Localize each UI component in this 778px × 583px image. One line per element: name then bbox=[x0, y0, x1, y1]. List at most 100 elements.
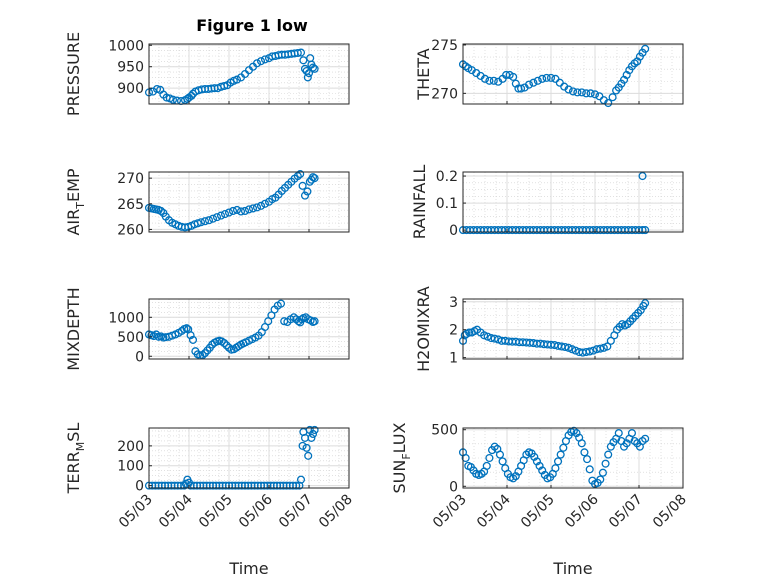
data-point bbox=[156, 206, 166, 216]
data-point bbox=[188, 89, 198, 98]
y-tick-label: 2 bbox=[449, 323, 458, 339]
data-point bbox=[182, 324, 191, 333]
data-point bbox=[220, 81, 229, 91]
data-point bbox=[293, 48, 302, 58]
data-point bbox=[303, 73, 312, 82]
y-tick-label: 0 bbox=[135, 479, 144, 495]
data-point bbox=[465, 328, 474, 337]
y-tick-label: 270 bbox=[117, 171, 144, 187]
axes-box bbox=[148, 298, 350, 360]
data-point bbox=[599, 343, 608, 352]
data-point bbox=[636, 306, 645, 315]
data-point bbox=[216, 211, 226, 220]
data-point bbox=[224, 208, 234, 217]
data-point bbox=[603, 342, 612, 351]
data-point bbox=[300, 191, 310, 200]
data-point bbox=[601, 459, 610, 468]
y-tick-label: 270 bbox=[431, 86, 458, 102]
data-point bbox=[208, 214, 218, 223]
x-tick-label: 05/03 bbox=[430, 492, 470, 532]
data-point bbox=[302, 443, 311, 452]
data-point bbox=[580, 448, 589, 457]
data-point bbox=[502, 70, 511, 80]
data-point bbox=[204, 216, 214, 225]
data-point bbox=[308, 173, 318, 182]
data-point bbox=[228, 206, 238, 216]
data-point bbox=[517, 84, 526, 93]
data-point bbox=[252, 203, 262, 212]
data-point bbox=[148, 87, 158, 96]
y-tick-label: 950 bbox=[117, 60, 144, 76]
x-tick-label: 05/03 bbox=[116, 492, 156, 532]
data-point bbox=[564, 85, 573, 94]
data-point bbox=[641, 299, 650, 308]
data-point bbox=[559, 443, 568, 452]
data-point bbox=[524, 80, 534, 89]
x-tick-label: 05/05 bbox=[196, 492, 236, 532]
data-point bbox=[188, 335, 198, 344]
subplot-air-temp: 260 265 270 AIRTEMP bbox=[64, 168, 350, 238]
data-point bbox=[529, 78, 538, 87]
data-point bbox=[590, 90, 600, 99]
y-axis-label: PRESSURE bbox=[64, 32, 83, 116]
data-point bbox=[296, 170, 305, 179]
data-point bbox=[573, 88, 582, 97]
data-point bbox=[604, 98, 613, 108]
data-point bbox=[304, 69, 314, 78]
axes-box bbox=[462, 427, 684, 489]
y-axis-label: SUNFLUX bbox=[390, 422, 413, 493]
y-tick-label: 0.1 bbox=[436, 196, 458, 212]
data-point bbox=[461, 453, 470, 463]
x-tick-label: 05/08 bbox=[316, 492, 356, 532]
data-point bbox=[568, 87, 578, 96]
data-point bbox=[495, 450, 505, 459]
data-point bbox=[498, 457, 507, 466]
data-point bbox=[220, 210, 230, 219]
subplot-terr-msl: 0 100 200 TERRMSL 05/03 05/04 05/05 05/06 05/07 0… bbox=[64, 423, 356, 578]
data-point bbox=[596, 344, 605, 353]
data-point bbox=[561, 342, 570, 352]
data-point bbox=[152, 330, 161, 339]
x-tick-label: 05/04 bbox=[156, 491, 196, 531]
data-point bbox=[310, 64, 319, 73]
x-tick-label: 05/06 bbox=[562, 491, 602, 531]
data-point bbox=[308, 63, 318, 72]
data-point bbox=[608, 93, 617, 102]
data-point bbox=[564, 343, 573, 352]
y-tick-label: 200 bbox=[117, 439, 144, 455]
data-point bbox=[248, 204, 258, 213]
data-point bbox=[551, 464, 560, 473]
data-point bbox=[598, 468, 607, 477]
x-tick-label: 05/06 bbox=[236, 491, 276, 531]
y-tick-label: 900 bbox=[117, 81, 144, 97]
subplot-rainfall: 0 0.1 0.2 RAINFALL bbox=[410, 165, 684, 239]
data-point bbox=[232, 75, 242, 84]
data-point bbox=[485, 76, 494, 85]
data-point bbox=[489, 76, 498, 85]
axes-box bbox=[462, 298, 684, 360]
data-point bbox=[300, 64, 310, 73]
data-point bbox=[240, 206, 250, 216]
data-point bbox=[553, 457, 563, 466]
y-tick-label: 100 bbox=[117, 459, 144, 475]
axes-box bbox=[462, 43, 684, 105]
y-tick-label: 500 bbox=[117, 330, 144, 346]
data-point bbox=[604, 450, 613, 459]
x-axis-label: Time bbox=[552, 559, 592, 578]
data-point bbox=[310, 317, 319, 326]
data-point bbox=[485, 453, 494, 463]
axes-box bbox=[462, 171, 684, 233]
data-point bbox=[186, 331, 195, 340]
data-point bbox=[298, 181, 307, 190]
data-point bbox=[546, 73, 556, 82]
data-point bbox=[490, 334, 499, 343]
x-axis-label: Time bbox=[228, 559, 268, 578]
y-axis-label: MIXDEPTH bbox=[64, 287, 83, 370]
data-point bbox=[641, 44, 650, 53]
data-point bbox=[200, 217, 210, 226]
y-tick-label: 1 bbox=[449, 351, 458, 367]
y-axis-label: AIRTEMP bbox=[64, 168, 87, 235]
y-axis-label: THETA bbox=[414, 48, 433, 100]
data-point bbox=[585, 465, 594, 474]
